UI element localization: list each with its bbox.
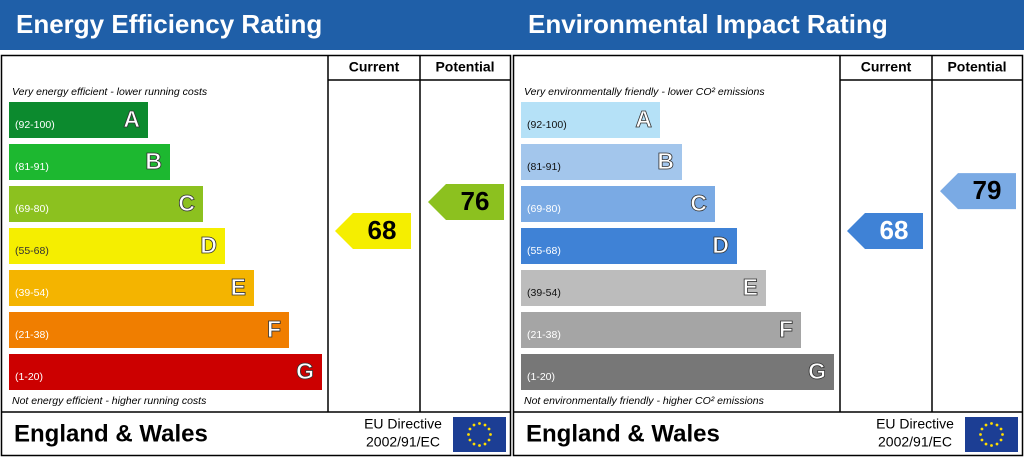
band-range: (81-91) [15,161,49,173]
band-letter: C [690,190,707,216]
rating-value: 68 [368,215,397,245]
flag-star [984,442,988,446]
flag-star [995,442,999,446]
rating-value: 79 [973,175,1002,205]
region: England & Wales [14,420,208,447]
band-range: (69-80) [527,203,561,215]
flag-star [999,438,1003,442]
band-letter: G [296,358,314,384]
rating-arrow [940,173,1016,210]
band-bar [521,312,801,348]
band-range: (92-100) [527,119,567,131]
band-bar [9,144,170,180]
band-bar [521,144,682,180]
band-range: (1-20) [527,371,555,383]
flag-star [483,442,487,446]
flag-star [979,433,982,436]
band-letter: E [743,274,758,300]
frame [0,54,512,457]
band-letter: A [123,106,140,132]
band-letter: E [231,274,246,300]
band-range: (92-100) [15,119,55,131]
band-letter: B [657,148,674,174]
band-range: (1-20) [15,371,43,383]
top-note: Very energy efficient - lower running co… [12,86,208,98]
flag-star [478,444,481,447]
band-range: (55-68) [15,245,49,257]
panel-title: Energy Efficiency Rating [16,9,322,39]
flag-star [1001,433,1004,436]
flag-star [468,438,472,442]
band-bar [9,228,225,264]
top-note: Very environmentally friendly - lower CO… [524,86,765,98]
rating-value: 68 [880,215,909,245]
panel: Environmental Impact Rating Current Potent… [512,0,1024,457]
bottom-note: Not environmentally friendly - higher CO… [524,395,765,407]
band-letter: D [200,232,217,258]
flag-star [468,427,472,431]
band-range: (69-80) [15,203,49,215]
flag-star [489,433,492,436]
frame [512,54,1024,457]
rating-value: 76 [461,186,490,216]
band-letter: F [267,316,281,342]
directive: EU Directive [364,416,442,432]
band-bar [9,354,322,390]
rating-arrow [335,213,411,249]
band-range: (39-54) [15,287,49,299]
flag-star [483,423,487,427]
band-range: (21-38) [527,329,561,341]
flag-star [999,427,1003,431]
band-range: (21-38) [15,329,49,341]
rating-arrow [428,184,504,220]
column-header: Potential [435,59,494,75]
band-bar [521,228,737,264]
band-bar [9,186,203,222]
flag-star [995,423,999,427]
header-bar [0,0,512,50]
flag-star [980,427,984,431]
band-bar [9,312,289,348]
flag-star [980,438,984,442]
band-bar [521,186,715,222]
flag-star [984,423,988,427]
header-bar [512,0,1024,50]
band-bar [521,354,834,390]
directive: 2002/91/EC [878,434,952,450]
band-letter: A [635,106,652,132]
band-range: (39-54) [527,287,561,299]
directive: EU Directive [876,416,954,432]
flag-star [487,438,491,442]
band-bar [521,270,766,306]
band-letter: D [712,232,729,258]
column-header: Current [349,59,400,75]
band-bar [9,102,148,138]
flag-star [487,427,491,431]
band-letter: C [178,190,195,216]
flag-star [472,423,476,427]
flag-star [478,422,481,425]
bottom-note: Not energy efficient - higher running co… [12,395,207,407]
directive: 2002/91/EC [366,434,440,450]
band-bar [521,102,660,138]
band-letter: B [145,148,162,174]
flag-star [467,433,470,436]
band-bar [9,270,254,306]
band-range: (55-68) [527,245,561,257]
flag-star [472,442,476,446]
region: England & Wales [526,420,720,447]
band-range: (81-91) [527,161,561,173]
column-header: Current [861,59,912,75]
rating-arrow [847,213,923,249]
band-letter: F [779,316,793,342]
panel-title: Environmental Impact Rating [528,9,888,39]
flag-star [990,444,993,447]
band-letter: G [808,358,826,384]
flag-star [990,422,993,425]
column-header: Potential [947,59,1006,75]
panel: Energy Efficiency Rating Current Potential… [0,0,512,457]
